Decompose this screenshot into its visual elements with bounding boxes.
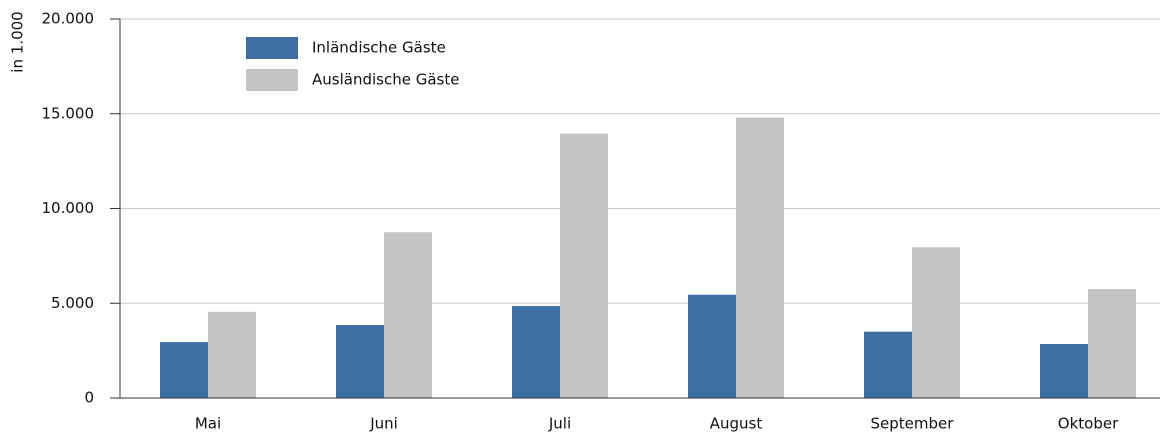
bar	[1040, 343, 1088, 398]
y-tick-label: 20.000	[42, 10, 95, 28]
x-tick-label: Juni	[369, 415, 398, 433]
legend-label: Ausländische Gäste	[312, 71, 459, 89]
y-tick-label: 15.000	[42, 104, 95, 122]
bar	[736, 117, 784, 398]
y-tick-label: 5.000	[51, 294, 94, 312]
bar	[560, 133, 608, 398]
bar	[384, 232, 432, 398]
x-tick-label: Oktober	[1058, 415, 1119, 433]
bar	[512, 306, 560, 398]
bar	[208, 311, 256, 398]
legend-label: Inländische Gäste	[312, 39, 446, 57]
bar	[688, 294, 736, 398]
x-tick-label: September	[871, 415, 955, 433]
bar	[864, 331, 912, 398]
legend-swatch	[246, 69, 298, 91]
y-tick-label: 0	[84, 389, 94, 407]
x-tick-label: Juli	[548, 415, 571, 433]
legend-swatch	[246, 37, 298, 59]
bar	[336, 325, 384, 398]
x-tick-label: August	[710, 415, 763, 433]
bar	[912, 247, 960, 398]
y-tick-label: 10.000	[42, 199, 95, 217]
bar	[160, 342, 208, 398]
x-tick-label: Mai	[195, 415, 221, 433]
bar	[1088, 289, 1136, 398]
y-axis-label: in 1.000	[9, 11, 27, 72]
